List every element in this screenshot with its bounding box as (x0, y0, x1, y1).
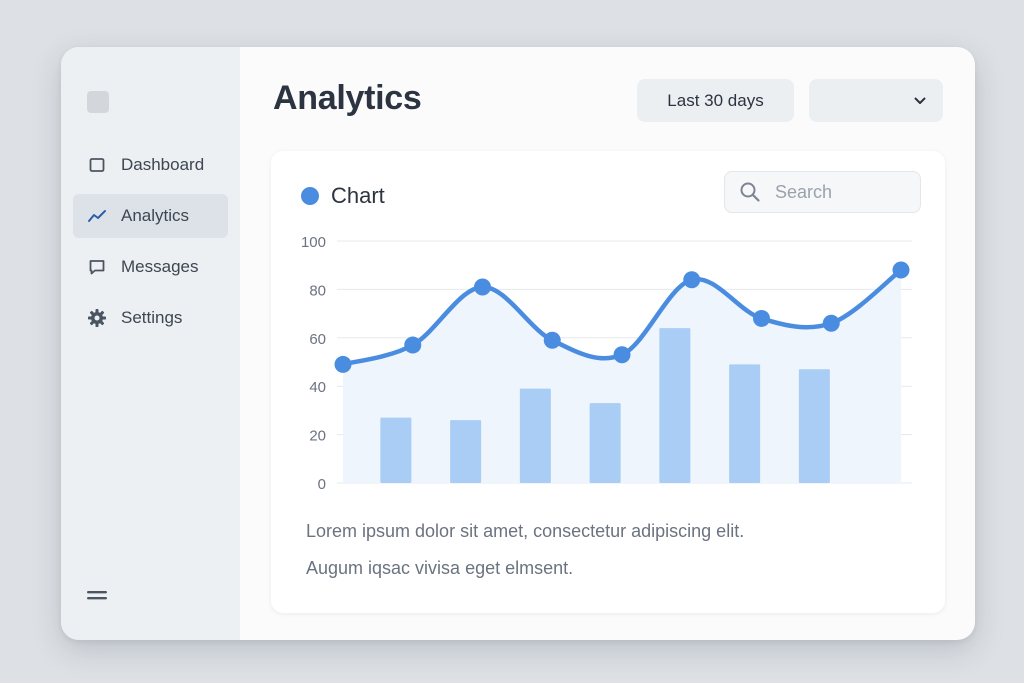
bar (659, 328, 691, 483)
legend-dot (301, 187, 319, 205)
description-line: Lorem ipsum dolor sit amet, consectetur … (306, 521, 745, 541)
data-point (683, 271, 701, 289)
sidebar-item-settings[interactable]: Settings (73, 296, 228, 340)
menu-icon[interactable] (87, 589, 107, 603)
data-point (822, 314, 840, 332)
sidebar-item-label: Settings (121, 308, 183, 327)
chevron-down-icon (914, 97, 926, 104)
y-tick-label: 0 (318, 476, 326, 493)
sidebar-item-label: Dashboard (121, 155, 205, 174)
y-tick-label: 100 (301, 234, 326, 251)
main-content: Analytics Last 30 days Chart 0 20 40 60 80 10… (240, 47, 975, 640)
chart-card: Chart 0 20 40 60 80 100 Lorem ipsum dolor sit… (271, 151, 945, 613)
card-title: Chart (331, 183, 385, 208)
gear-icon (87, 308, 107, 328)
page-title: Analytics (273, 79, 422, 117)
data-point (474, 278, 491, 296)
card-header: Chart (301, 183, 385, 209)
sidebar: Dashboard Analytics Messages (61, 47, 240, 640)
dropdown-select[interactable] (809, 79, 943, 122)
data-point (613, 346, 631, 364)
message-icon (87, 257, 107, 277)
data-point (334, 355, 352, 373)
search-icon (740, 182, 760, 202)
sidebar-nav: Dashboard Analytics Messages (73, 143, 228, 347)
bar (519, 388, 551, 483)
bar (380, 417, 412, 483)
sidebar-item-messages[interactable]: Messages (73, 245, 228, 289)
date-range-button[interactable]: Last 30 days (637, 79, 794, 122)
sidebar-item-dashboard[interactable]: Dashboard (73, 143, 228, 187)
sidebar-item-analytics[interactable]: Analytics (73, 194, 228, 238)
search-input[interactable] (775, 181, 905, 203)
trend-icon (87, 206, 107, 226)
app-logo (87, 91, 109, 113)
description-line: Augum iqsac vivisa eget elmsent. (306, 558, 574, 578)
data-point (753, 309, 770, 327)
y-tick-label: 60 (309, 331, 326, 348)
y-tick-label: 20 (309, 428, 326, 445)
y-tick-label: 80 (309, 282, 326, 299)
sidebar-item-label: Messages (121, 257, 199, 276)
data-point (543, 331, 561, 349)
bar (798, 369, 830, 483)
y-tick-label: 40 (309, 379, 326, 396)
bar (450, 420, 482, 483)
data-point (892, 261, 910, 279)
bar (729, 364, 761, 483)
sidebar-item-label: Analytics (121, 206, 190, 225)
search-box[interactable] (724, 171, 921, 213)
square-icon (87, 155, 107, 175)
chart: 0 20 40 60 80 100 (301, 234, 912, 493)
data-point (404, 336, 422, 354)
bar (589, 403, 621, 483)
app-window: Dashboard Analytics Messages (61, 47, 975, 640)
